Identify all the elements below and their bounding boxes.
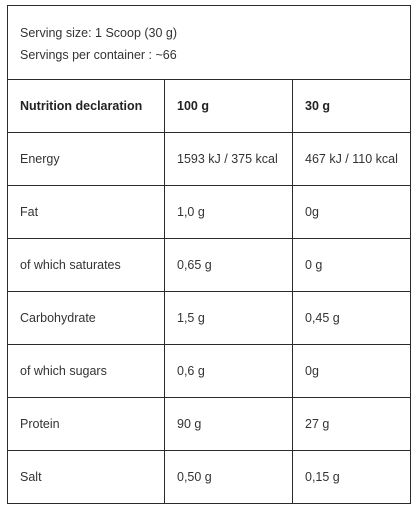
table-row-carbohydrate: Carbohydrate 1,5 g 0,45 g: [7, 291, 412, 345]
row-value-100g: 1,5 g: [164, 291, 293, 345]
table-row-energy: Energy 1593 kJ / 375 kcal 467 kJ / 110 k…: [7, 132, 412, 186]
row-label: Fat: [7, 185, 165, 239]
row-label: Energy: [7, 132, 165, 186]
row-value-30g: 0,45 g: [291, 291, 412, 345]
serving-info-row: Serving size: 1 Scoop (30 g) Servings pe…: [6, 5, 412, 80]
serving-info-cell: Serving size: 1 Scoop (30 g) Servings pe…: [6, 5, 412, 80]
row-value-100g: 0,50 g: [164, 450, 293, 504]
row-value-100g: 1,0 g: [164, 185, 293, 239]
row-value-100g: 0,6 g: [164, 344, 293, 398]
row-value-100g: 1593 kJ / 375 kcal: [164, 132, 293, 186]
nutrition-table: Serving size: 1 Scoop (30 g) Servings pe…: [6, 5, 412, 504]
table-row-saturates: of which saturates 0,65 g 0 g: [7, 238, 412, 292]
table-header-row: Nutrition declaration 100 g 30 g: [7, 79, 412, 133]
row-label: Protein: [7, 397, 165, 451]
table-row-protein: Protein 90 g 27 g: [7, 397, 412, 451]
nutrition-panel: Serving size: 1 Scoop (30 g) Servings pe…: [6, 5, 412, 504]
row-value-30g: 467 kJ / 110 kcal: [291, 132, 412, 186]
servings-per-container: Servings per container : ~66: [20, 47, 177, 62]
row-value-100g: 0,65 g: [164, 238, 293, 292]
row-value-30g: 27 g: [291, 397, 412, 451]
row-value-30g: 0g: [291, 185, 412, 239]
row-value-30g: 0,15 g: [291, 450, 412, 504]
serving-size: Serving size: 1 Scoop (30 g): [20, 25, 178, 40]
row-value-100g: 90 g: [164, 397, 293, 451]
row-value-30g: 0g: [291, 344, 412, 398]
row-label: Salt: [7, 450, 165, 504]
table-row-sugars: of which sugars 0,6 g 0g: [7, 344, 412, 398]
header-per-100g: 100 g: [164, 79, 293, 133]
row-value-30g: 0 g: [291, 238, 412, 292]
header-nutrition-declaration: Nutrition declaration: [7, 79, 165, 133]
table-row-salt: Salt 0,50 g 0,15 g: [7, 450, 412, 504]
row-label: Carbohydrate: [7, 291, 165, 345]
row-label: of which sugars: [7, 344, 165, 398]
table-row-fat: Fat 1,0 g 0g: [7, 185, 412, 239]
row-label: of which saturates: [7, 238, 165, 292]
header-per-30g: 30 g: [291, 79, 412, 133]
